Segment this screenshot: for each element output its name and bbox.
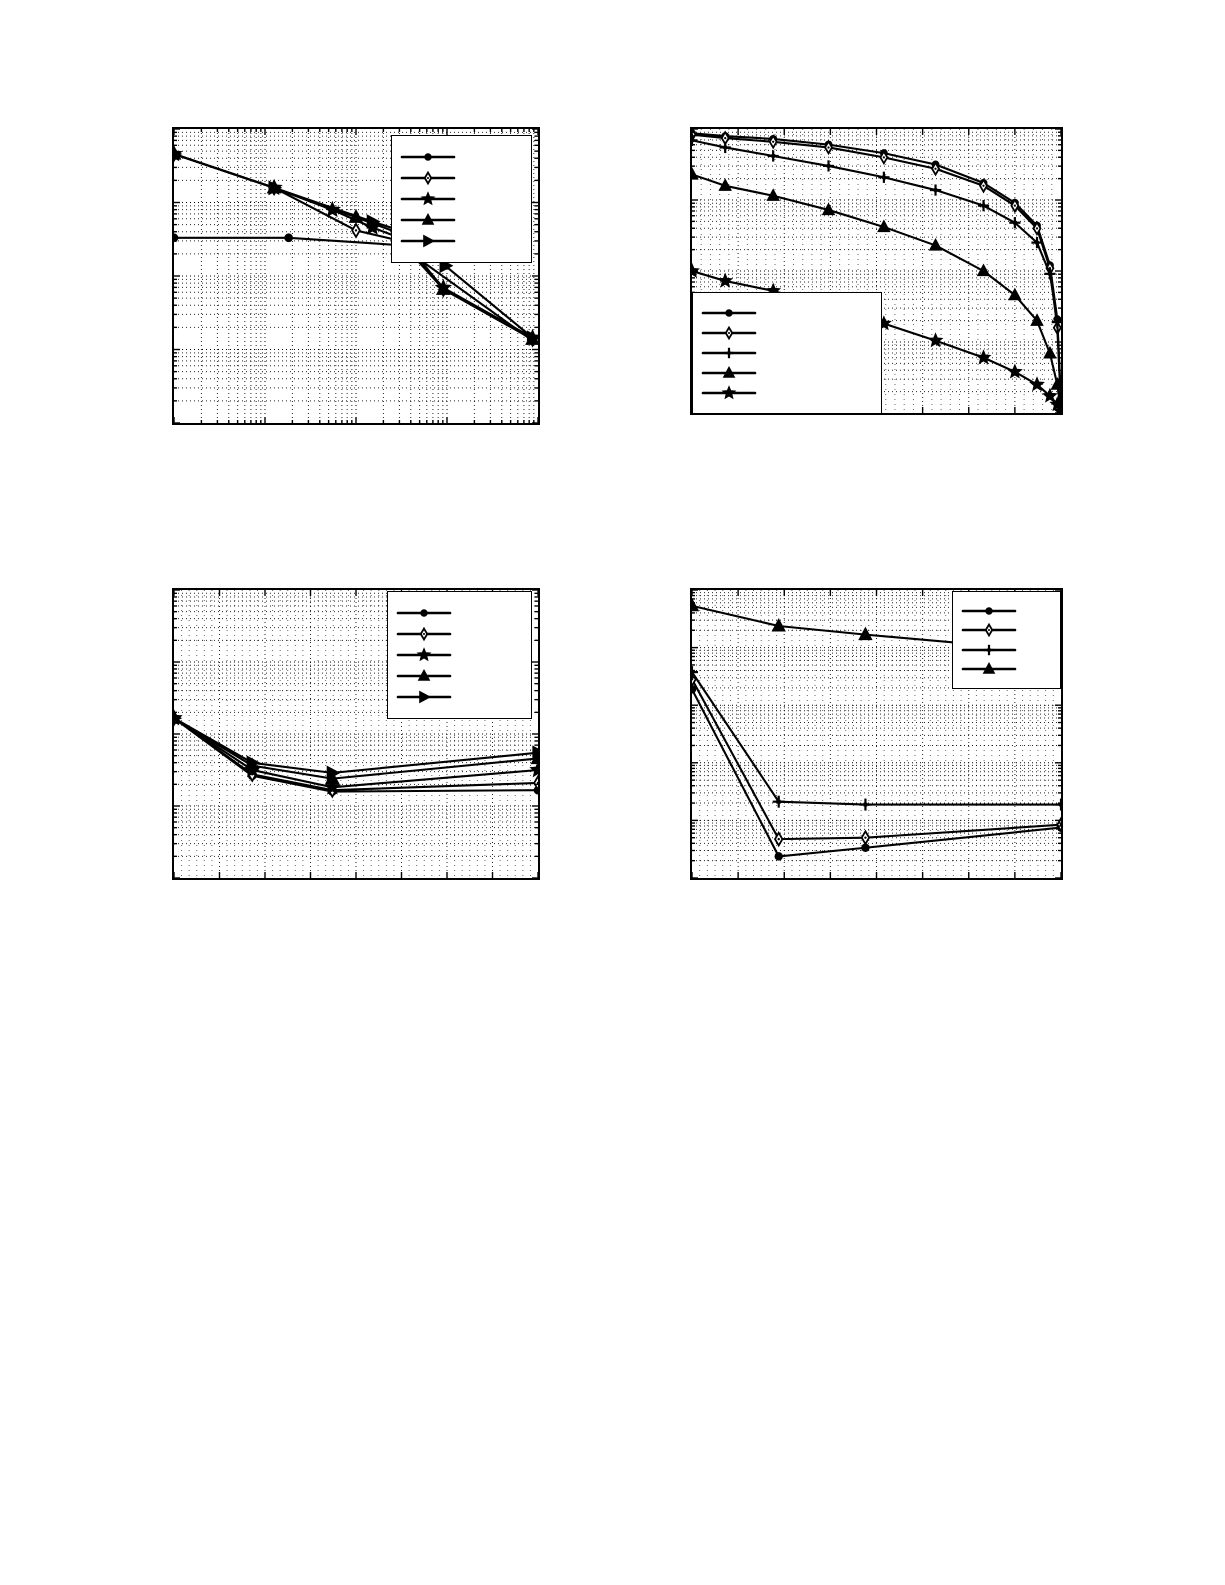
- legend-top-right: [692, 292, 882, 414]
- panel-top-left: [172, 127, 540, 425]
- legend-bottom-right: [952, 591, 1061, 689]
- gridlines-top-left: [174, 129, 538, 423]
- data-series-top-right: [692, 129, 1061, 413]
- data-series-bottom-right: [692, 597, 1061, 861]
- gridlines-bottom-right: [692, 590, 1061, 878]
- legend-bottom-left: [387, 591, 532, 719]
- panel-bottom-left: [172, 588, 540, 880]
- legend-top-left: [391, 135, 532, 263]
- panel-top-right: [690, 127, 1063, 415]
- data-series-bottom-left: [174, 709, 538, 799]
- gridlines-bottom-left: [174, 590, 538, 878]
- axis-ticks-top-left: [174, 129, 538, 423]
- panel-bottom-right: [690, 588, 1063, 880]
